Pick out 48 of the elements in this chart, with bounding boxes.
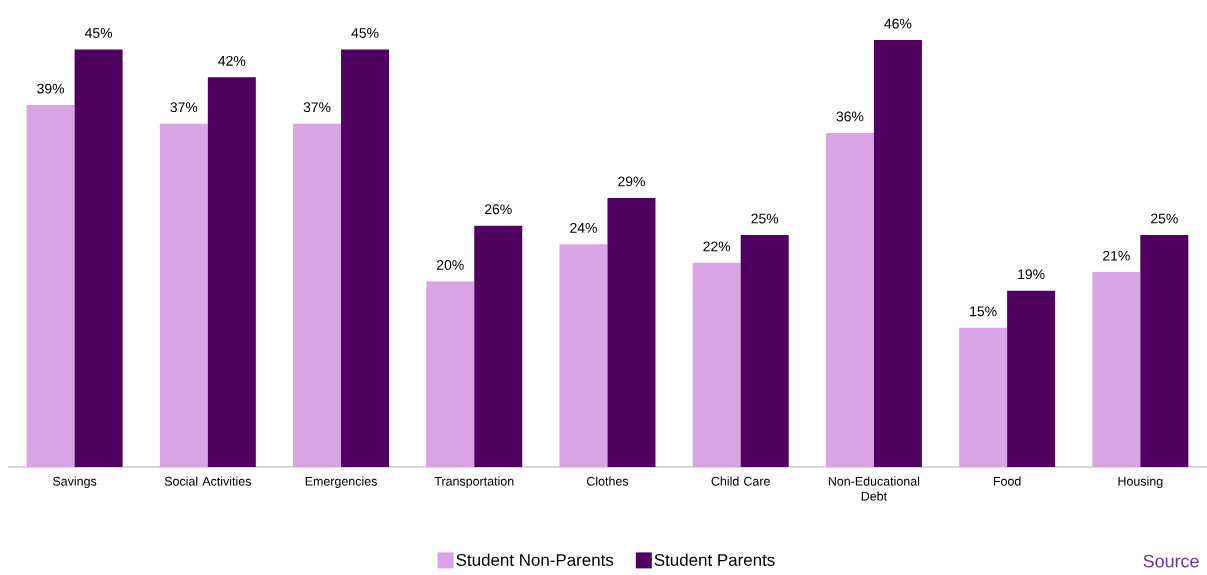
data-label: 37%	[170, 102, 198, 113]
data-label: 19%	[1018, 269, 1045, 280]
bar	[959, 327, 1008, 467]
bar	[559, 244, 608, 467]
x-tick-label: Social Activities	[164, 476, 251, 486]
legend-label: Student Parents	[654, 553, 775, 566]
x-tick-label: Housing	[1118, 476, 1163, 489]
data-label: 26%	[485, 204, 512, 215]
x-tick-label: Transportation	[434, 476, 514, 489]
bar	[26, 105, 75, 467]
x-tick-label: Emergencies	[305, 476, 377, 489]
data-label: 39%	[37, 83, 65, 94]
data-label: 45%	[351, 28, 379, 38]
x-tick-label: Clothes	[586, 476, 629, 486]
bar	[607, 197, 656, 467]
data-label: 46%	[884, 18, 912, 29]
x-tick-label: Non-Educational Debt	[828, 476, 920, 501]
data-label: 42%	[218, 55, 246, 66]
data-label: 25%	[751, 213, 779, 224]
bar	[74, 49, 123, 467]
bar	[474, 225, 523, 467]
data-label: 21%	[1103, 250, 1130, 261]
text: Source	[1143, 554, 1199, 568]
data-label: 45%	[84, 28, 113, 38]
x-tick-label: Savings	[53, 476, 97, 489]
bar	[207, 77, 256, 467]
data-label: 20%	[437, 259, 464, 270]
bar	[692, 262, 741, 467]
data-label: 24%	[570, 222, 597, 233]
data-label: 22%	[703, 241, 731, 252]
data-label: 15%	[970, 306, 997, 317]
bar	[1140, 235, 1189, 467]
data-label: 29%	[618, 176, 645, 187]
bar	[740, 235, 789, 467]
x-tick-label: Food	[993, 476, 1021, 486]
bar	[825, 132, 874, 467]
data-label: 36%	[836, 111, 864, 122]
data-label: 37%	[303, 102, 331, 113]
bar	[293, 123, 342, 467]
x-tick-label: Child Care	[711, 476, 770, 486]
bar	[159, 123, 208, 467]
data-label: 25%	[1151, 213, 1178, 224]
bar	[426, 281, 475, 467]
bar	[1092, 272, 1141, 467]
bar	[873, 40, 922, 467]
bar	[341, 49, 390, 467]
bar	[1007, 290, 1056, 467]
legend-label: Student Non-Parents	[456, 553, 614, 566]
